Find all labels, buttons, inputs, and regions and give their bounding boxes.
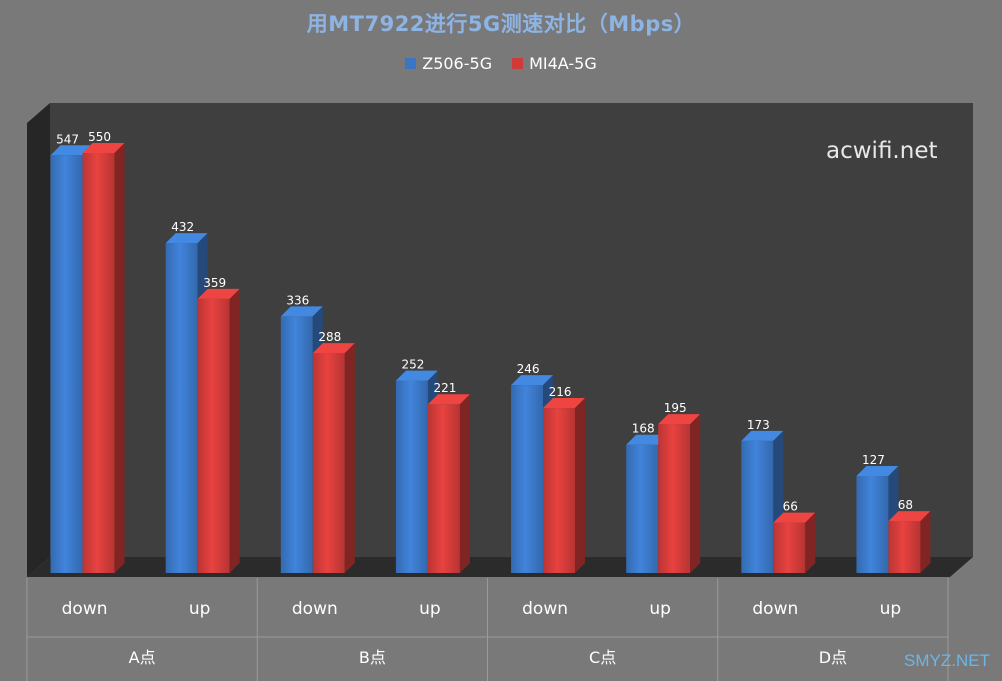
bar-mi4a bbox=[427, 404, 460, 573]
watermark-smyz: SMYZ.NET bbox=[904, 651, 990, 670]
tick-label: down bbox=[292, 599, 338, 619]
bar-top bbox=[50, 145, 93, 156]
bar-side bbox=[690, 414, 701, 573]
bar-top bbox=[82, 143, 125, 153]
bar-z506 bbox=[741, 440, 774, 573]
legend-swatch-series-1 bbox=[405, 58, 417, 69]
data-label: 547 bbox=[56, 132, 79, 146]
bar-side bbox=[344, 343, 355, 573]
bar-z506 bbox=[626, 444, 659, 573]
bar-z506 bbox=[50, 155, 83, 574]
data-label: 195 bbox=[664, 401, 687, 415]
bar-top bbox=[658, 414, 701, 425]
bar-mi4a bbox=[773, 522, 806, 573]
watermark-acwifi: acwifi.net bbox=[826, 138, 938, 164]
legend-label-series-2: MI4A-5G bbox=[529, 54, 597, 73]
data-label: 216 bbox=[549, 385, 572, 399]
data-label: 66 bbox=[783, 500, 798, 514]
tick-label: down bbox=[752, 599, 798, 619]
legend-item-series-2: MI4A-5G bbox=[512, 54, 597, 73]
bar-top bbox=[395, 370, 438, 381]
data-label: 173 bbox=[747, 418, 770, 432]
side-wall bbox=[27, 103, 50, 577]
data-label: 550 bbox=[88, 130, 111, 144]
bar-z506 bbox=[395, 380, 428, 573]
bar-z506 bbox=[511, 385, 544, 573]
chart-title: 用MT7922进行5G测速对比（Mbps） bbox=[306, 12, 696, 36]
floor bbox=[27, 557, 973, 577]
tick-label: down bbox=[62, 599, 108, 619]
group-label: B点 bbox=[359, 648, 386, 667]
legend-label-series-1: Z506-5G bbox=[422, 54, 493, 73]
bar-top bbox=[626, 434, 669, 445]
legend-item-series-1: Z506-5G bbox=[405, 54, 492, 73]
bar-side bbox=[575, 398, 586, 573]
tick-label: up bbox=[419, 599, 441, 619]
bar-side bbox=[805, 512, 816, 573]
bar-top bbox=[197, 288, 240, 299]
data-label: 168 bbox=[632, 422, 655, 436]
bar-side bbox=[920, 511, 931, 573]
bar-top bbox=[741, 430, 784, 441]
bar-z506 bbox=[280, 316, 313, 573]
bar-top bbox=[773, 512, 816, 523]
bar-top bbox=[280, 306, 323, 317]
bar-top bbox=[312, 343, 355, 354]
data-label: 288 bbox=[318, 330, 341, 344]
legend-swatch-series-2 bbox=[512, 58, 524, 69]
data-label: 432 bbox=[171, 220, 194, 234]
bar-z506 bbox=[165, 243, 198, 574]
group-label: C点 bbox=[589, 648, 616, 667]
group-label: A点 bbox=[129, 648, 156, 667]
bar-side bbox=[459, 394, 470, 573]
chart-legend: Z506-5G MI4A-5G bbox=[0, 54, 1002, 73]
bar-top bbox=[427, 394, 470, 405]
bar-mi4a bbox=[658, 424, 691, 573]
data-label: 252 bbox=[401, 358, 424, 372]
bar-z506 bbox=[856, 476, 889, 573]
data-label: 336 bbox=[286, 293, 309, 307]
tick-label: up bbox=[189, 599, 211, 619]
bar-top bbox=[888, 511, 931, 522]
data-label: 127 bbox=[862, 453, 885, 467]
bar-side bbox=[229, 288, 240, 573]
data-label: 68 bbox=[898, 498, 913, 512]
bar-top bbox=[511, 375, 554, 386]
bar-mi4a bbox=[197, 298, 230, 573]
data-label: 221 bbox=[433, 381, 456, 395]
bar-side bbox=[114, 143, 125, 573]
data-label: 359 bbox=[203, 276, 226, 290]
bar-mi4a bbox=[888, 521, 921, 573]
tick-label: up bbox=[649, 599, 671, 619]
tick-label: down bbox=[522, 599, 568, 619]
group-label: D点 bbox=[819, 648, 847, 667]
bar-mi4a bbox=[543, 408, 576, 573]
tick-label: up bbox=[880, 599, 902, 619]
data-label: 246 bbox=[517, 362, 540, 376]
bar-top bbox=[165, 233, 208, 244]
bar-mi4a bbox=[82, 153, 115, 573]
bar-top bbox=[856, 466, 899, 477]
bar-top bbox=[543, 398, 586, 409]
bar-mi4a bbox=[312, 353, 345, 573]
